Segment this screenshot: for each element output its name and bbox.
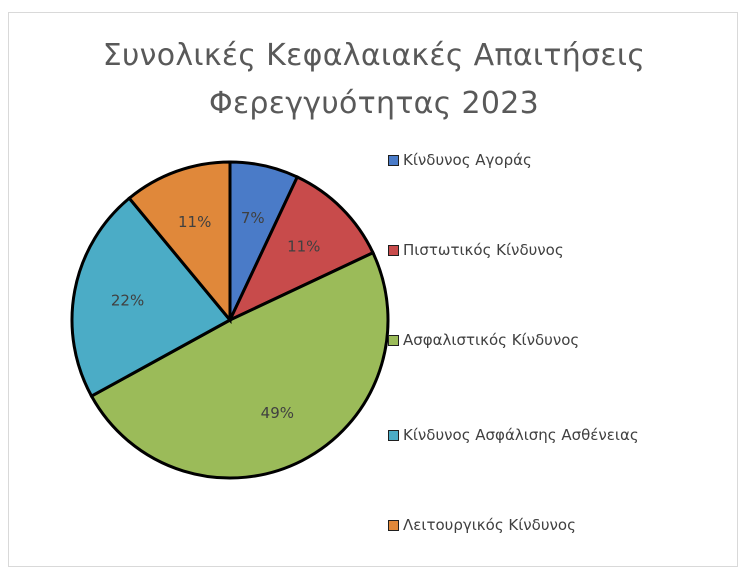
chart-title-line-1: Συνολικές Κεφαλαιακές Απαιτήσεις: [102, 38, 646, 73]
pie-slice: [89, 250, 390, 480]
data-label: 11%: [287, 237, 320, 255]
legend-item: Ασφαλιστικός Κίνδυνος: [388, 330, 579, 350]
pie-slice: [127, 160, 232, 325]
legend-label: Κίνδυνος Αγοράς: [403, 151, 532, 169]
pie-slice: [226, 175, 375, 324]
legend-label: Ασφαλιστικός Κίνδυνος: [403, 331, 580, 349]
legend-label: Πιστωτικός Κίνδυνος: [403, 241, 564, 259]
chart-title-line-2: Φερεγγυότητας 2023: [208, 86, 540, 121]
data-label: 11%: [178, 213, 211, 231]
legend-swatch: [388, 154, 399, 166]
data-label: 7%: [241, 209, 265, 227]
legend-item: Πιστωτικός Κίνδυνος: [388, 240, 564, 260]
legend-item: Κίνδυνος Ασφάλισης Ασθένειας: [388, 425, 639, 445]
data-label: 49%: [261, 404, 294, 422]
legend-swatch: [388, 519, 399, 531]
legend-label: Κίνδυνος Ασφάλισης Ασθένειας: [403, 426, 639, 444]
legend-swatch: [388, 429, 399, 441]
legend-label: Λειτουργικός Κίνδυνος: [403, 516, 576, 534]
legend-item: Κίνδυνος Αγοράς: [388, 150, 532, 170]
legend-swatch: [388, 334, 399, 346]
pie-slice: [70, 196, 233, 399]
data-label: 22%: [111, 291, 144, 309]
legend-item: Λειτουργικός Κίνδυνος: [388, 515, 576, 535]
legend-swatch: [388, 244, 399, 256]
